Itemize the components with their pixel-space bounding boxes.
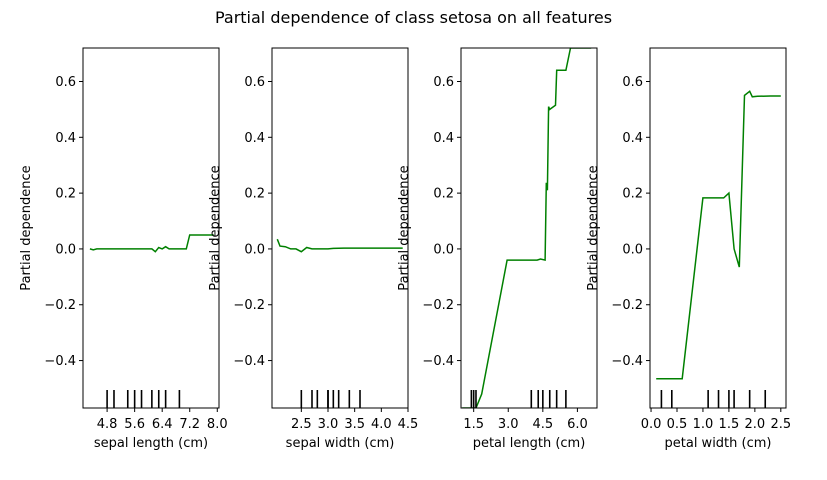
x-axis-label: sepal length (cm) xyxy=(94,436,208,451)
x-tick-label: 6.4 xyxy=(152,417,173,432)
y-tick-label: 0.2 xyxy=(55,187,76,202)
axes-frame xyxy=(460,47,598,409)
x-tick-label: 4.0 xyxy=(371,417,392,432)
y-tick-label: 0.4 xyxy=(244,131,265,146)
y-tick-label: 0.0 xyxy=(433,242,454,257)
y-axis-label: Partial dependence xyxy=(19,165,34,290)
series-line xyxy=(276,238,403,253)
y-tick-label: 0.4 xyxy=(433,131,454,146)
y-axis-label: Partial dependence xyxy=(397,165,412,290)
y-tick-label: 0.2 xyxy=(622,187,643,202)
x-tick-label: 8.0 xyxy=(207,417,228,432)
x-tick-label: 3.0 xyxy=(318,417,339,432)
y-tick-label: −0.4 xyxy=(233,354,265,369)
y-tick-label: −0.2 xyxy=(422,298,454,313)
x-tick-label: 2.5 xyxy=(770,417,791,432)
x-tick-label: 1.5 xyxy=(719,417,740,432)
series-line xyxy=(89,234,214,253)
x-tick-label: 5.6 xyxy=(124,417,145,432)
y-tick-label: −0.2 xyxy=(611,298,643,313)
x-axis-label: petal width (cm) xyxy=(665,436,772,451)
y-tick-label: 0.0 xyxy=(622,242,643,257)
x-tick-label: 4.5 xyxy=(532,417,553,432)
x-tick-label: 4.5 xyxy=(398,417,419,432)
x-tick-label: 1.0 xyxy=(693,417,714,432)
subplot-2: −0.4 −0.2 0.0 0.2 0.4 0.6 2.5 3.0 3.5 4.0 4.5sepal… xyxy=(208,47,419,451)
subplot-1: −0.4 −0.2 0.0 0.2 0.4 0.6 4.8 5.6 6.4 7.2 8.0 sepal… xyxy=(19,47,228,451)
x-tick-label: 7.2 xyxy=(179,417,200,432)
x-tick-label: 3.0 xyxy=(498,417,519,432)
figure-title: Partial dependence of class setosa on al… xyxy=(215,8,612,27)
subplot-4: −0.4 −0.2 0.0 0.2 0.4 0.6 0.0 0.5 1.0 1.5 2.0 2.5 pe… xyxy=(586,47,791,451)
series-line xyxy=(462,48,592,408)
y-tick-label: 0.6 xyxy=(433,75,454,90)
x-axis-label: petal length (cm) xyxy=(473,436,586,451)
y-tick-label: −0.2 xyxy=(233,298,265,313)
y-tick-label: 0.4 xyxy=(55,131,76,146)
y-axis-label: Partial dependence xyxy=(586,165,601,290)
y-tick-label: −0.4 xyxy=(44,354,76,369)
x-tick-label: 1.5 xyxy=(463,417,484,432)
series-line xyxy=(656,90,781,380)
y-tick-label: 0.4 xyxy=(622,131,643,146)
y-axis-label: Partial dependence xyxy=(208,165,223,290)
y-tick-label: −0.4 xyxy=(611,354,643,369)
x-tick-label: 0.0 xyxy=(641,417,662,432)
y-tick-label: 0.6 xyxy=(244,75,265,90)
y-tick-label: 0.6 xyxy=(55,75,76,90)
y-tick-label: 0.2 xyxy=(433,187,454,202)
x-axis-label: sepal width (cm) xyxy=(286,436,395,451)
y-tick-label: 0.6 xyxy=(622,75,643,90)
y-tick-label: 0.0 xyxy=(244,242,265,257)
y-tick-label: 0.0 xyxy=(55,242,76,257)
axes-frame xyxy=(82,47,220,409)
x-tick-label: 2.0 xyxy=(745,417,766,432)
x-tick-label: 4.8 xyxy=(97,417,118,432)
x-tick-label: 6.0 xyxy=(567,417,588,432)
subplots: −0.4 −0.2 0.0 0.2 0.4 0.6 4.8 5.6 6.4 7.2 8.0 sepal… xyxy=(19,47,791,451)
y-tick-label: −0.2 xyxy=(44,298,76,313)
y-tick-label: 0.2 xyxy=(244,187,265,202)
axes-frame xyxy=(271,47,409,409)
y-tick-label: −0.4 xyxy=(422,354,454,369)
x-tick-label: 3.5 xyxy=(344,417,365,432)
x-tick-label: 2.5 xyxy=(291,417,312,432)
axes-frame xyxy=(649,47,787,409)
x-tick-label: 0.5 xyxy=(667,417,688,432)
subplot-3: −0.4 −0.2 0.0 0.2 0.4 0.6 1.5 3.0 4.5 6.0 petal le… xyxy=(397,47,598,451)
